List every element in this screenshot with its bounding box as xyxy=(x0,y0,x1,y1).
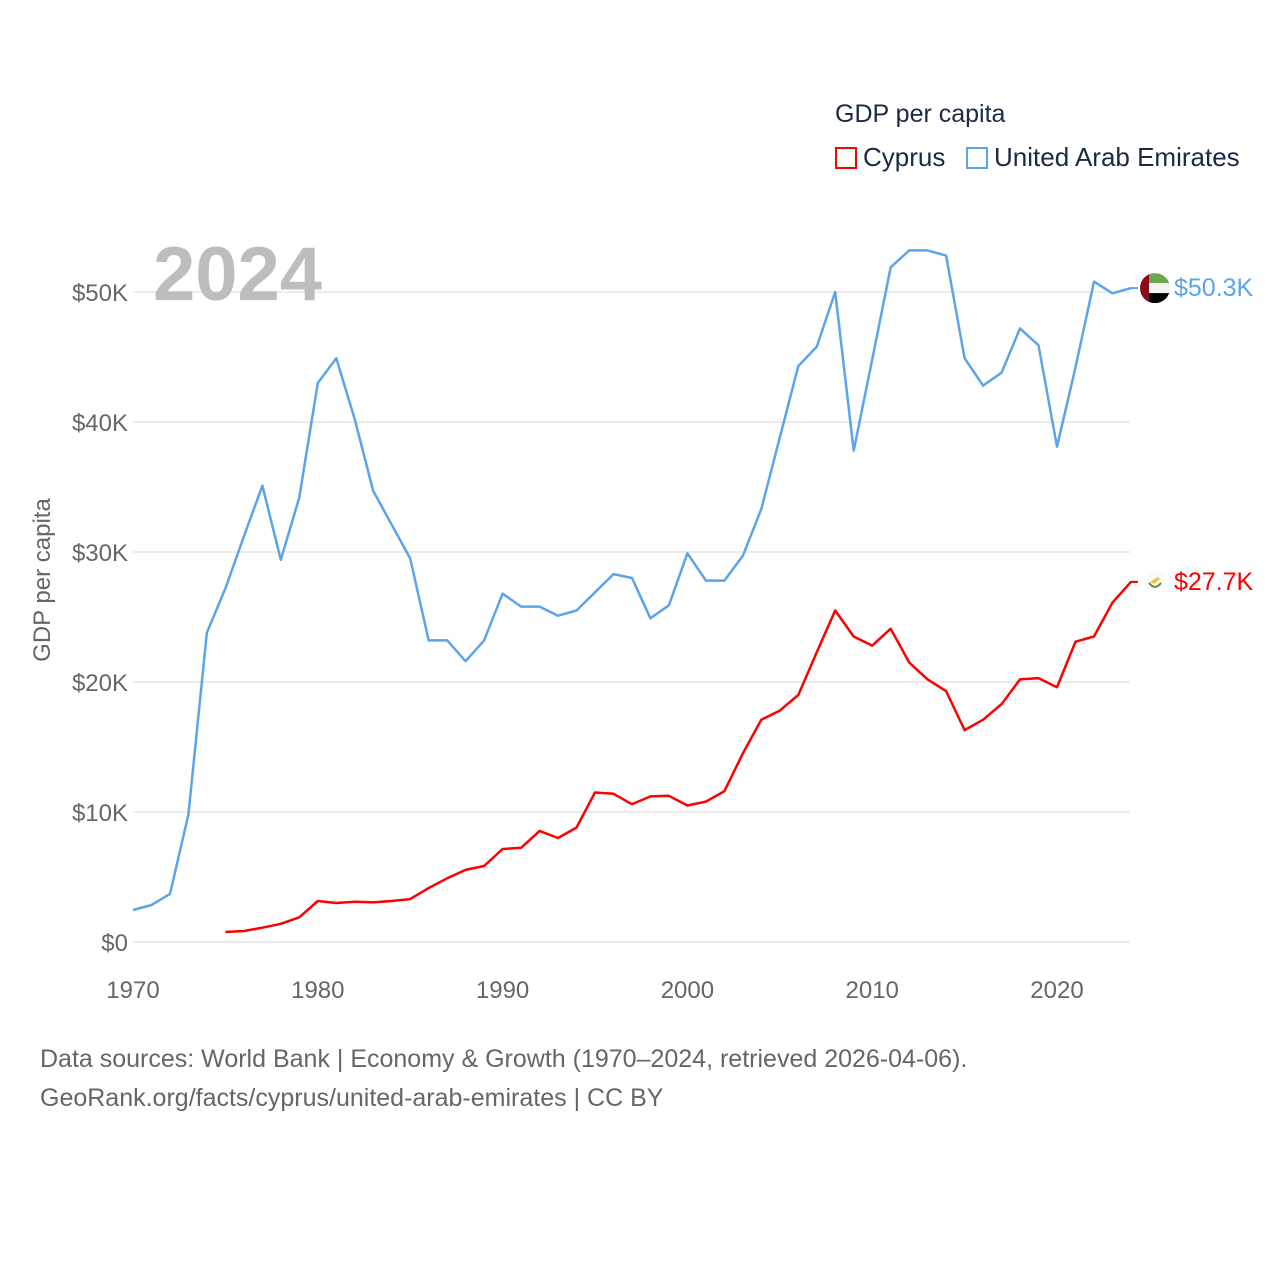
x-tick-label: 2020 xyxy=(1030,977,1083,1004)
x-tick-label: 1990 xyxy=(476,977,529,1004)
y-tick-label: $20K xyxy=(72,670,128,697)
footer-sources: Data sources: World Bank | Economy & Gro… xyxy=(40,1045,968,1073)
y-tick-label: $40K xyxy=(72,410,128,437)
end-value-label: $27.7K xyxy=(1174,568,1254,596)
x-tick-label: 2010 xyxy=(846,977,899,1004)
legend-label: Cyprus xyxy=(863,142,946,172)
x-tick-label: 1970 xyxy=(106,977,159,1004)
end-value-label: $50.3K xyxy=(1174,274,1254,302)
y-tick-label: $0 xyxy=(101,930,128,957)
cyprus-flag-icon xyxy=(1144,570,1166,593)
y-tick-label: $10K xyxy=(72,800,128,827)
series-line-uae xyxy=(132,249,1132,912)
year-label: 2024 xyxy=(153,232,322,317)
series-line-cyprus xyxy=(225,581,1132,934)
legend-item-uae[interactable]: United Arab Emirates xyxy=(966,142,1240,173)
legend-title: GDP per capita xyxy=(835,100,1006,128)
x-tick-label: 1980 xyxy=(291,977,344,1004)
y-tick-label: $30K xyxy=(72,540,128,567)
legend-label: United Arab Emirates xyxy=(994,142,1240,172)
legend-item-cyprus[interactable]: Cyprus xyxy=(835,142,945,173)
footer-link[interactable]: GeoRank.org/facts/cyprus/united-arab-emi… xyxy=(40,1084,664,1112)
uae-flag-icon xyxy=(1140,273,1170,304)
y-axis-label: GDP per capita xyxy=(29,498,56,662)
x-tick-label: 2000 xyxy=(661,977,714,1004)
y-tick-label: $50K xyxy=(72,280,128,307)
legend-swatch xyxy=(966,146,988,169)
legend-swatch xyxy=(835,146,857,169)
